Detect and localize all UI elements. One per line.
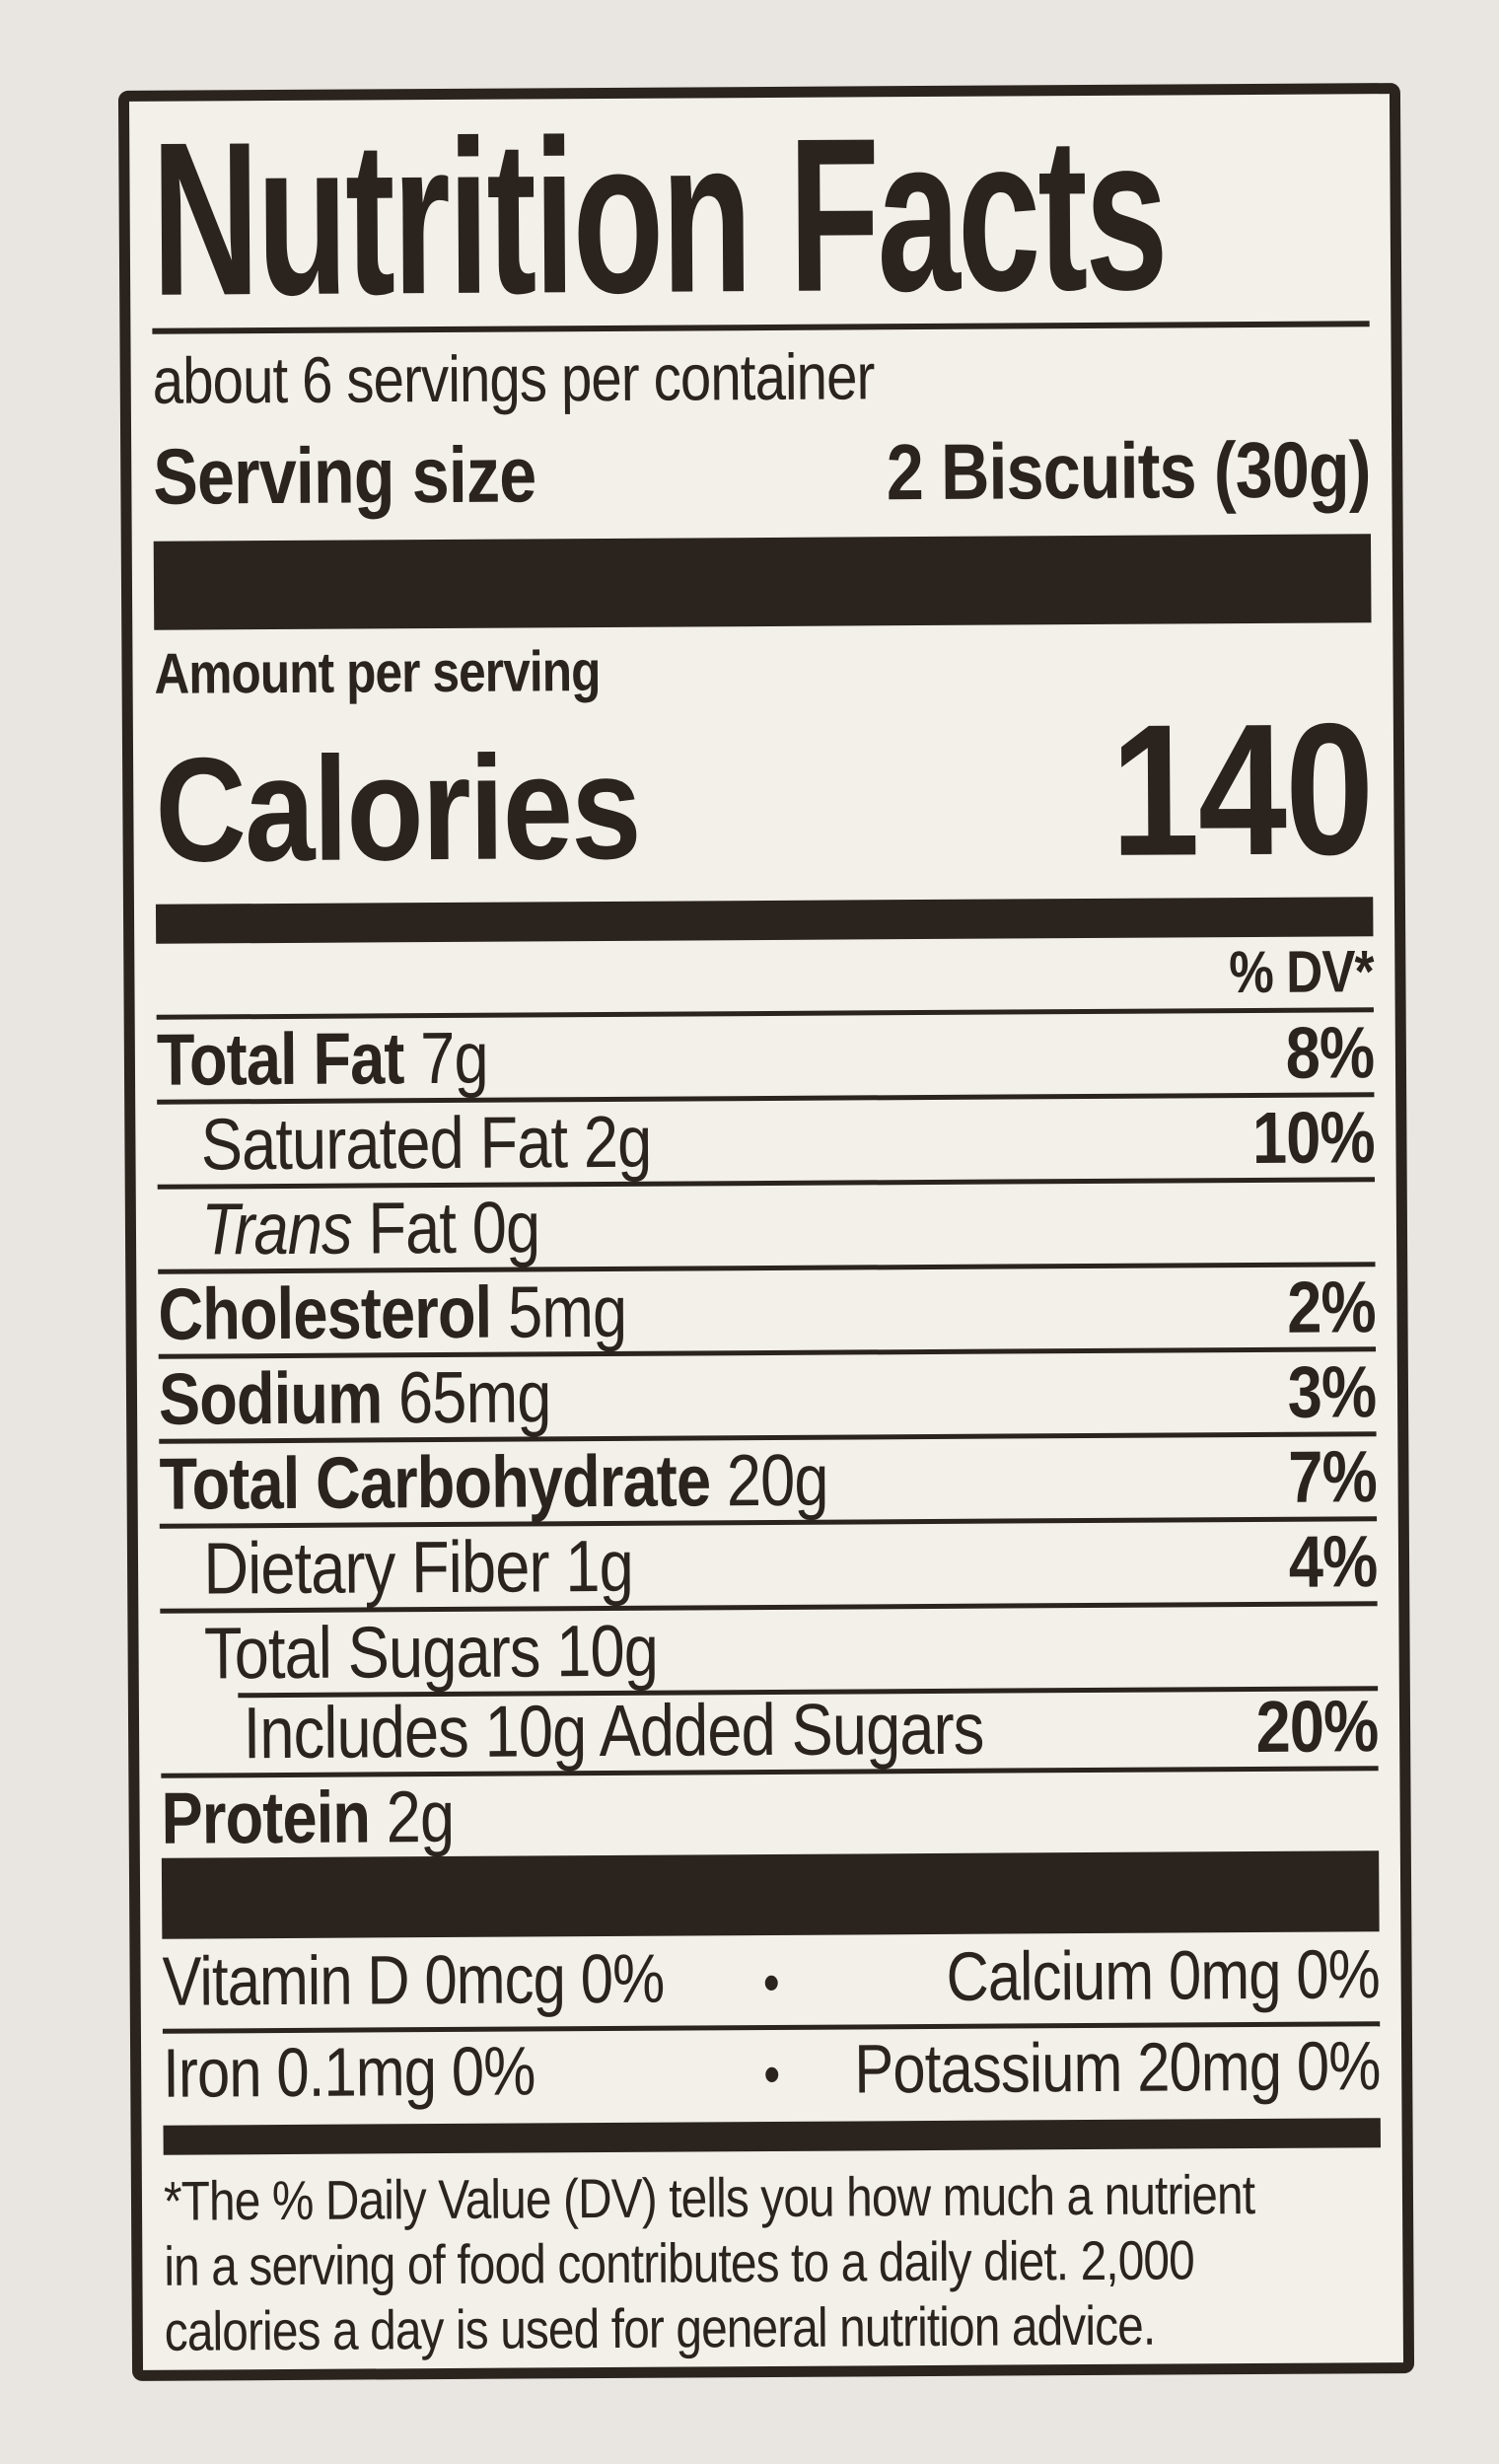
- nutrient-row-saturated-fat: Saturated Fat 2g 10%: [157, 1092, 1375, 1185]
- nutrient-name: Protein 2g: [161, 1775, 455, 1859]
- nutrient-row-total-sugars: Total Sugars 10g: [160, 1601, 1379, 1695]
- micronutrient-calcium: Calcium 0mg 0%: [946, 1935, 1381, 2015]
- serving-size-value: 2 Biscuits (30g): [886, 425, 1371, 517]
- nutrient-name: Total Fat 7g: [156, 1016, 489, 1101]
- medium-divider-bar-footnote: [163, 2118, 1381, 2155]
- serving-size-label: Serving size: [153, 430, 536, 521]
- footnote-line: *The % Daily Value (DV) tells you how mu…: [163, 2162, 1255, 2232]
- nutrient-row-sodium: Sodium 65mg 3%: [158, 1346, 1377, 1440]
- nutrient-name: Total Sugars 10g: [203, 1609, 659, 1695]
- footnote-line: in a serving of food contributes to a da…: [164, 2228, 1195, 2297]
- nutrient-row-trans-fat: Trans Fat 0g: [157, 1177, 1376, 1270]
- nutrient-row-added-sugars: Includes 10g Added Sugars 20%: [161, 1685, 1379, 1775]
- label-title-text: Nutrition Facts: [150, 91, 1167, 342]
- nutrient-row-protein: Protein 2g: [161, 1766, 1380, 1859]
- nutrient-name: Cholesterol 5mg: [158, 1269, 627, 1355]
- nutrient-name: Includes 10g Added Sugars: [243, 1687, 984, 1775]
- label-content: Nutrition Facts about 6 servings per con…: [150, 91, 1382, 2364]
- serving-size-row: Serving size 2 Biscuits (30g): [153, 419, 1371, 528]
- bullet-separator: •: [762, 1950, 779, 2014]
- micronutrient-potassium: Potassium 20mg 0%: [854, 2027, 1381, 2108]
- nutrient-dv: 7%: [1288, 1435, 1378, 1518]
- calories-label: Calories: [154, 723, 641, 893]
- footnote-line: calories a day is used for general nutri…: [164, 2293, 1156, 2362]
- calories-value: 140: [1109, 685, 1374, 896]
- micronutrient-vitamin-d: Vitamin D 0mcg 0%: [162, 1939, 665, 2020]
- daily-value-footnote: *The % Daily Value (DV) tells you how mu…: [164, 2161, 1382, 2364]
- bullet-separator: •: [763, 2042, 780, 2106]
- nutrient-dv: 8%: [1285, 1011, 1375, 1094]
- nutrition-facts-label: Nutrition Facts about 6 servings per con…: [117, 83, 1415, 2381]
- nutrient-row-cholesterol: Cholesterol 5mg 2%: [158, 1262, 1377, 1355]
- nutrient-name: Saturated Fat 2g: [200, 1100, 652, 1186]
- nutrient-name: Dietary Fiber 1g: [203, 1524, 634, 1610]
- micronutrient-row-1: Vitamin D 0mcg 0% • Calcium 0mg 0%: [162, 1931, 1380, 2029]
- nutrient-dv: 2%: [1286, 1266, 1377, 1348]
- micronutrient-iron: Iron 0.1mg 0%: [162, 2032, 535, 2112]
- nutrient-row-dietary-fiber: Dietary Fiber 1g 4%: [159, 1516, 1378, 1610]
- servings-per-container: about 6 servings per container: [152, 339, 875, 417]
- nutrient-name: Sodium 65mg: [158, 1355, 551, 1440]
- nutrient-name: Trans Fat 0g: [201, 1186, 540, 1270]
- nutrient-row-total-carbohydrate: Total Carbohydrate 20g 7%: [159, 1431, 1378, 1525]
- nutrient-row-total-fat: Total Fat 7g 8%: [156, 1007, 1375, 1101]
- nutrient-dv: 20%: [1255, 1685, 1379, 1768]
- nutrient-dv: 3%: [1287, 1350, 1377, 1433]
- calories-row: Calories 140: [154, 685, 1374, 896]
- label-title: Nutrition Facts: [150, 91, 1370, 342]
- nutrient-dv: 4%: [1288, 1520, 1378, 1603]
- nutrient-name: Total Carbohydrate 20g: [159, 1438, 828, 1525]
- thick-divider-bar-top: [153, 534, 1372, 630]
- daily-value-header: % DV*: [1229, 938, 1374, 1006]
- thick-divider-bar-bottom: [161, 1850, 1380, 1939]
- nutrient-dv: 10%: [1251, 1096, 1375, 1179]
- micronutrient-row-2: Iron 0.1mg 0% • Potassium 20mg 0%: [162, 2021, 1381, 2118]
